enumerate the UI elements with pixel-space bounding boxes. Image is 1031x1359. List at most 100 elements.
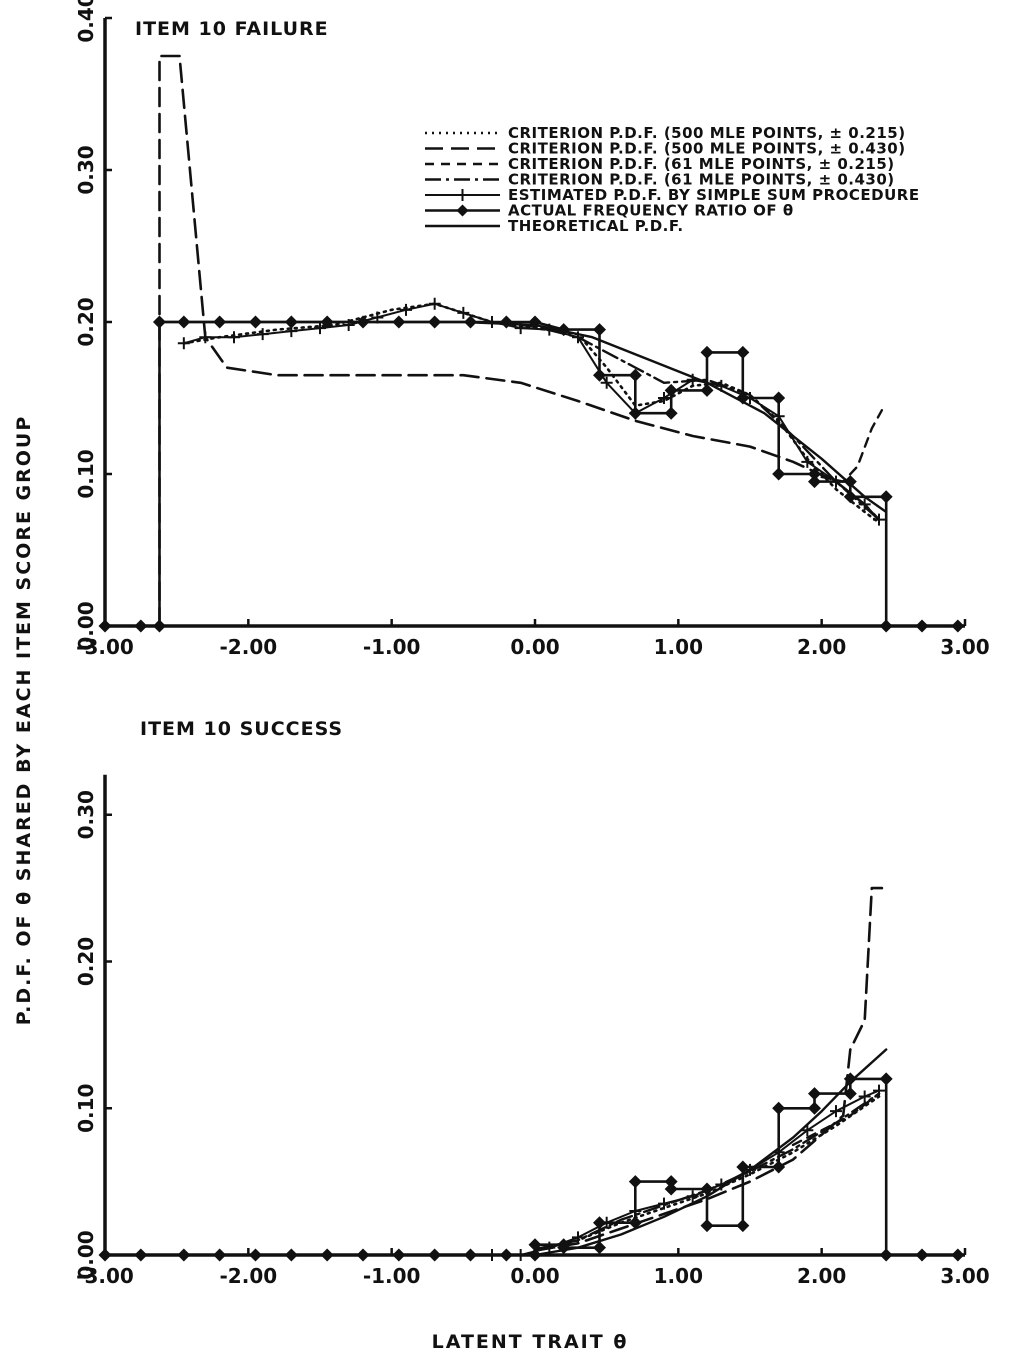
x-tick-label: -2.00 [220,1264,278,1288]
data-point-plus [801,455,814,468]
series-layer-failure [98,54,965,633]
series-line-solid [158,320,888,514]
data-point-diamond [700,1219,714,1233]
legend-item: CRITERION P.D.F. (61 MLE POINTS, ± 0.430… [425,171,894,189]
data-point-diamond [428,1248,442,1262]
legend-item: CRITERION P.D.F. (500 MLE POINTS, ± 0.43… [425,140,906,158]
data-point-plus [572,1231,584,1244]
series-dash [791,1092,881,1147]
x-axis-label: LATENT TRAIT θ [432,1331,629,1353]
data-point-plus [858,1090,871,1103]
data-point-plus [177,337,190,350]
data-point-diamond [951,1248,965,1262]
data-point-diamond [772,391,786,405]
data-point-plus [400,303,412,316]
data-point-diamond [664,1175,678,1189]
series-layer-success [98,886,965,1262]
data-point-diamond [843,1072,857,1086]
series-line-longdash [158,54,881,628]
data-point-diamond [843,1087,857,1101]
data-point-diamond [700,345,714,359]
x-tick-label: -2.00 [220,635,278,659]
x-tick-label: 2.00 [797,1264,846,1288]
legend-label: ACTUAL FREQUENCY RATIO OF θ [508,202,794,220]
x-tick-label: 1.00 [654,635,703,659]
y-tick-label: 0.30 [74,790,98,839]
legend-item: ESTIMATED P.D.F. BY SIMPLE SUM PROCEDURE [425,186,919,204]
series-line-plus [182,302,880,521]
legend-marker-plus [456,189,469,201]
series-line-solid [533,1048,888,1257]
legend-label: CRITERION P.D.F. (500 MLE POINTS, ± 0.21… [508,124,906,142]
y-tick-label: 0.20 [74,937,98,986]
data-point-diamond [700,1182,714,1196]
data-point-plus [858,498,871,511]
x-tick-label: 0.00 [510,635,559,659]
legend-item: THEORETICAL P.D.F. [425,217,683,235]
chart-success: ITEM 10 SUCCESS -3.00 -2.00 -1.00 0.00 1.00 2… [74,718,990,1288]
data-point-diamond [284,1248,298,1262]
data-point-plus [457,306,470,319]
data-point-plus [428,297,441,310]
data-point-diamond [664,406,678,420]
data-point-diamond [464,1248,477,1262]
data-point-diamond [664,1182,678,1196]
data-point-diamond [249,1248,262,1262]
data-point-plus [600,376,613,389]
data-point-diamond [736,1219,750,1233]
legend-label: CRITERION P.D.F. (500 MLE POINTS, ± 0.43… [508,140,906,158]
data-point-diamond [593,1241,606,1255]
data-point-diamond [808,467,821,481]
legend-label: CRITERION P.D.F. (61 MLE POINTS, ± 0.215… [508,155,895,173]
data-point-plus [686,1190,699,1203]
data-point-diamond [98,619,112,633]
series-line-diamond [103,1077,960,1257]
data-point-diamond [772,1101,786,1115]
data-point-diamond [134,619,148,633]
data-point-diamond [152,619,166,633]
data-point-diamond [808,475,821,489]
series-dash [820,409,884,483]
y-tick-label: 0.00 [74,1230,98,1279]
series-diamond [98,1072,965,1262]
series-line-dashdot [490,320,881,521]
data-point-diamond [879,619,893,633]
x-tick-label: 3.00 [940,635,989,659]
y-tick-label: 0.20 [74,297,98,346]
data-point-diamond [499,1248,513,1262]
data-point-diamond [879,490,893,504]
data-point-diamond [915,619,929,633]
series-solid [158,320,888,514]
legend: CRITERION P.D.F. (500 MLE POINTS, ± 0.21… [425,124,919,235]
data-point-diamond [843,475,857,489]
axes-success: -3.00 -2.00 -1.00 0.00 1.00 2.00 3.00 0.00 0.10 0… [74,774,990,1288]
data-point-diamond [808,1087,821,1101]
x-tick-label: -3.00 [76,635,134,659]
y-tick-label: 0.00 [74,601,98,650]
data-point-plus [830,1105,842,1118]
data-point-diamond [593,1216,606,1230]
y-tick-label: 0.30 [74,145,98,194]
data-point-diamond [593,323,606,337]
data-point-diamond [628,1175,642,1189]
data-point-diamond [628,406,642,420]
data-point-diamond [134,1248,148,1262]
data-point-diamond [879,1248,893,1262]
data-point-plus [199,331,212,344]
data-point-diamond [320,1248,334,1262]
series-plus [486,1084,885,1261]
series-solid [533,1048,888,1257]
x-tick-label: 0.00 [510,1264,559,1288]
data-point-diamond [177,1248,191,1262]
legend-item: CRITERION P.D.F. (61 MLE POINTS, ± 0.215… [425,155,895,173]
series-line-plus [491,1089,880,1256]
data-point-diamond [593,368,606,382]
data-point-diamond [499,315,513,329]
x-tick-label: -3.00 [76,1264,134,1288]
data-point-plus [314,322,326,335]
data-point-diamond [628,368,642,382]
series-line-dash [791,1092,881,1147]
data-point-plus [873,1084,885,1097]
